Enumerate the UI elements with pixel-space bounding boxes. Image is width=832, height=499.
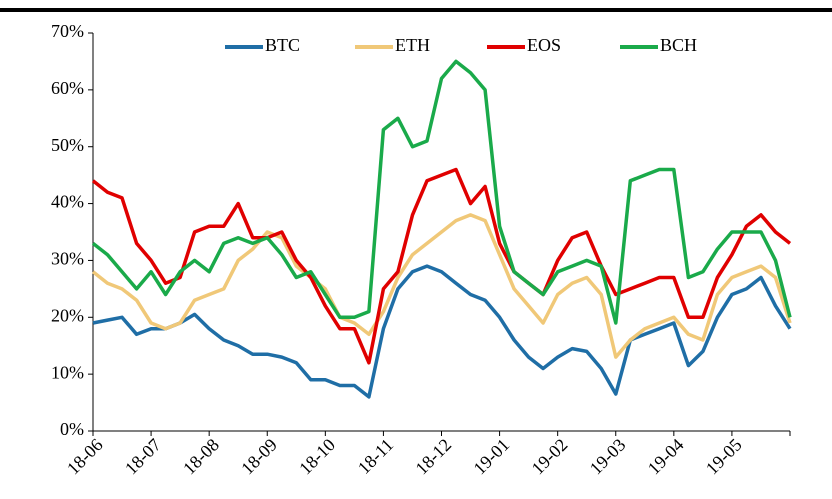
top-rule (0, 8, 832, 12)
y-tick-label: 30% (51, 249, 84, 269)
y-tick-label: 0% (60, 419, 84, 439)
legend-label: BCH (660, 35, 697, 55)
y-tick-label: 70% (51, 21, 84, 41)
series-line (91, 213, 792, 359)
x-tick-label: 18-06 (63, 435, 107, 479)
x-tick-label: 18-12 (411, 435, 455, 479)
legend-label: ETH (395, 35, 430, 55)
y-tick-label: 20% (51, 305, 84, 325)
x-tick-label: 19-01 (469, 435, 513, 479)
series-line (92, 264, 792, 399)
y-tick-label: 40% (51, 192, 84, 212)
x-tick-label: 19-04 (644, 435, 688, 479)
y-tick-label: 50% (51, 135, 84, 155)
x-tick-label: 19-05 (702, 435, 746, 479)
x-tick-label: 18-08 (179, 435, 223, 479)
y-tick-label: 10% (51, 362, 84, 382)
y-tick-label: 60% (51, 78, 84, 98)
legend-label: BTC (265, 35, 300, 55)
x-tick-label: 18-11 (354, 435, 397, 478)
x-tick-label: 18-07 (121, 435, 165, 479)
x-tick-label: 18-10 (295, 435, 339, 479)
x-tick-label: 19-03 (586, 435, 630, 479)
series-line (91, 167, 792, 365)
x-tick-label: 19-02 (528, 435, 572, 479)
series-line (91, 59, 792, 325)
x-tick-label: 18-09 (237, 435, 281, 479)
legend-label: EOS (527, 35, 561, 55)
